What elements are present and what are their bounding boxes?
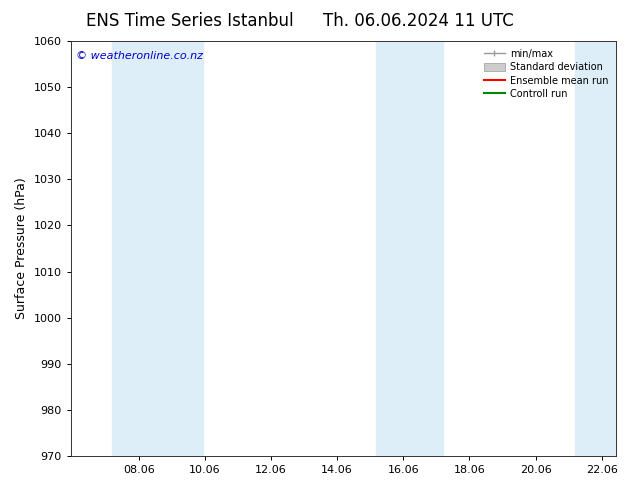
Y-axis label: Surface Pressure (hPa): Surface Pressure (hPa) [15,178,28,319]
Text: © weatheronline.co.nz: © weatheronline.co.nz [76,51,203,61]
Bar [575,41,616,456]
Legend: min/max, Standard deviation, Ensemble mean run, Controll run: min/max, Standard deviation, Ensemble me… [481,46,611,102]
Bar [112,41,203,456]
Text: ENS Time Series Istanbul: ENS Time Series Istanbul [86,12,294,30]
Bar [377,41,443,456]
Text: Th. 06.06.2024 11 UTC: Th. 06.06.2024 11 UTC [323,12,514,30]
